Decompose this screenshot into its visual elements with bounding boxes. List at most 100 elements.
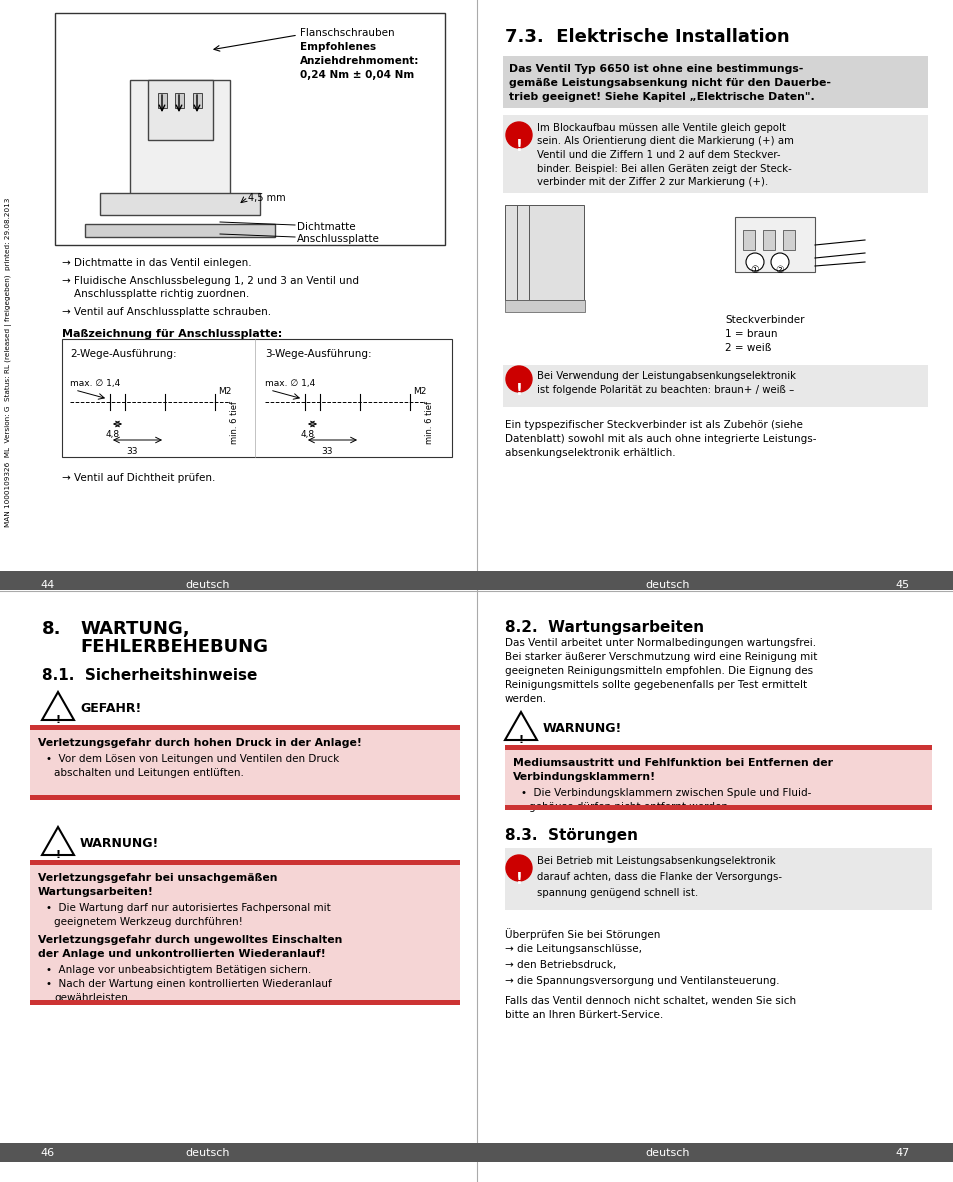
FancyBboxPatch shape <box>504 300 584 312</box>
Text: min. 6 tief: min. 6 tief <box>424 401 434 443</box>
Text: 2-Wege-Ausführung:: 2-Wege-Ausführung: <box>70 349 176 359</box>
Circle shape <box>505 366 532 392</box>
Text: HINWEIS!: HINWEIS! <box>504 56 568 69</box>
Text: ①: ① <box>750 265 759 275</box>
Text: Das Ventil Typ 6650 ist ohne eine bestimmungs-: Das Ventil Typ 6650 ist ohne eine bestim… <box>509 64 802 74</box>
FancyBboxPatch shape <box>734 217 814 272</box>
Text: 7.3.  Elektrische Installation: 7.3. Elektrische Installation <box>504 28 789 46</box>
Text: !: ! <box>515 872 522 886</box>
Text: geeigneten Reinigungsmitteln empfohlen. Die Eignung des: geeigneten Reinigungsmitteln empfohlen. … <box>504 665 812 676</box>
Text: Verbindungsklammern!: Verbindungsklammern! <box>513 772 656 782</box>
Text: 8.3.  Störungen: 8.3. Störungen <box>504 829 638 843</box>
Circle shape <box>745 253 763 271</box>
FancyBboxPatch shape <box>517 204 572 300</box>
Text: 44: 44 <box>40 580 54 590</box>
Text: 4,8: 4,8 <box>106 430 120 439</box>
Text: → Ventil auf Dichtheit prüfen.: → Ventil auf Dichtheit prüfen. <box>62 473 215 483</box>
Text: Verletzungsgefahr bei unsachgemäßen: Verletzungsgefahr bei unsachgemäßen <box>38 873 277 883</box>
Text: trieb geeignet! Siehe Kapitel „Elektrische Daten".: trieb geeignet! Siehe Kapitel „Elektrisc… <box>509 92 814 102</box>
FancyBboxPatch shape <box>30 865 459 1004</box>
Text: Maßzeichnung für Anschlussplatte:: Maßzeichnung für Anschlussplatte: <box>62 329 282 339</box>
Text: deutsch: deutsch <box>644 1148 689 1158</box>
Text: Verletzungsgefahr durch hohen Druck in der Anlage!: Verletzungsgefahr durch hohen Druck in d… <box>38 738 361 748</box>
Text: 1 = braun: 1 = braun <box>724 329 777 339</box>
Text: 45: 45 <box>894 580 908 590</box>
Text: gewährleisten.: gewährleisten. <box>54 993 132 1004</box>
FancyBboxPatch shape <box>0 571 476 590</box>
Text: Bei starker äußerer Verschmutzung wird eine Reinigung mit: Bei starker äußerer Verschmutzung wird e… <box>504 652 817 662</box>
FancyBboxPatch shape <box>148 80 213 139</box>
Text: !: ! <box>55 850 60 860</box>
Text: Ein typspezifischer Steckverbinder ist als Zubehör (siehe: Ein typspezifischer Steckverbinder ist a… <box>504 420 802 430</box>
FancyBboxPatch shape <box>30 1000 459 1005</box>
Text: •  Anlage vor unbeabsichtigtem Betätigen sichern.: • Anlage vor unbeabsichtigtem Betätigen … <box>46 965 311 975</box>
Text: Falls das Ventil dennoch nicht schaltet, wenden Sie sich: Falls das Ventil dennoch nicht schaltet,… <box>504 996 796 1006</box>
Text: •  Die Verbindungsklammern zwischen Spule und Fluid-: • Die Verbindungsklammern zwischen Spule… <box>520 788 810 798</box>
Text: •  Die Wartung darf nur autorisiertes Fachpersonal mit: • Die Wartung darf nur autorisiertes Fac… <box>46 903 331 913</box>
Text: Anschlussplatte: Anschlussplatte <box>296 234 379 243</box>
Text: 47: 47 <box>894 1148 908 1158</box>
Text: deutsch: deutsch <box>185 580 230 590</box>
FancyBboxPatch shape <box>30 725 459 730</box>
Text: → Dichtmatte in das Ventil einlegen.: → Dichtmatte in das Ventil einlegen. <box>62 258 252 268</box>
Text: → die Leitungsanschlüsse,: → die Leitungsanschlüsse, <box>504 944 641 954</box>
Text: Reinigungsmittels sollte gegebenenfalls per Test ermittelt: Reinigungsmittels sollte gegebenenfalls … <box>504 680 806 690</box>
FancyBboxPatch shape <box>502 365 927 407</box>
FancyBboxPatch shape <box>782 230 794 251</box>
Text: Anziehdrehmoment:: Anziehdrehmoment: <box>299 56 419 66</box>
Text: Verletzungsgefahr durch ungewolltes Einschalten: Verletzungsgefahr durch ungewolltes Eins… <box>38 935 342 944</box>
Text: deutsch: deutsch <box>644 580 689 590</box>
Text: ②: ② <box>775 265 783 275</box>
Text: → die Spannungsversorgung und Ventilansteuerung.: → die Spannungsversorgung und Ventilanst… <box>504 976 779 986</box>
Text: 8.2.  Wartungsarbeiten: 8.2. Wartungsarbeiten <box>504 621 703 635</box>
Circle shape <box>505 855 532 881</box>
Text: GEFAHR!: GEFAHR! <box>80 702 141 715</box>
Text: sein. Als Orientierung dient die Markierung (+) am: sein. Als Orientierung dient die Markier… <box>537 136 793 147</box>
Text: Bei Verwendung der Leistungabsenkungselektronik: Bei Verwendung der Leistungabsenkungsele… <box>537 371 795 381</box>
Text: binder. Beispiel: Bei allen Geräten zeigt der Steck-: binder. Beispiel: Bei allen Geräten zeig… <box>537 163 791 174</box>
FancyBboxPatch shape <box>742 230 754 251</box>
Text: !: ! <box>515 383 522 398</box>
Polygon shape <box>42 827 74 855</box>
Text: ist folgende Polarität zu beachten: braun+ / weiß –: ist folgende Polarität zu beachten: brau… <box>537 385 794 395</box>
FancyBboxPatch shape <box>174 93 184 108</box>
Text: darauf achten, dass die Flanke der Versorgungs-: darauf achten, dass die Flanke der Verso… <box>537 872 781 882</box>
FancyBboxPatch shape <box>504 847 931 910</box>
Text: → den Betriebsdruck,: → den Betriebsdruck, <box>504 960 616 970</box>
FancyBboxPatch shape <box>762 230 774 251</box>
Text: WARNUNG!: WARNUNG! <box>542 722 621 735</box>
Text: !: ! <box>515 139 522 154</box>
Text: 0,24 Nm ± 0,04 Nm: 0,24 Nm ± 0,04 Nm <box>299 70 414 80</box>
Text: Anschlussplatte richtig zuordnen.: Anschlussplatte richtig zuordnen. <box>74 290 249 299</box>
Text: 46: 46 <box>40 1148 54 1158</box>
FancyBboxPatch shape <box>476 1143 953 1162</box>
Text: 8.: 8. <box>42 621 61 638</box>
FancyBboxPatch shape <box>504 751 931 807</box>
FancyBboxPatch shape <box>130 80 230 195</box>
FancyBboxPatch shape <box>85 225 274 238</box>
Text: absenkungselektronik erhältlich.: absenkungselektronik erhältlich. <box>504 448 675 457</box>
Text: 3-Wege-Ausführung:: 3-Wege-Ausführung: <box>265 349 372 359</box>
FancyBboxPatch shape <box>30 730 459 798</box>
FancyBboxPatch shape <box>30 795 459 800</box>
FancyBboxPatch shape <box>502 115 927 193</box>
Text: MAN 1000109326  ML  Version: G  Status: RL (released | freigegeben)  printed: 29: MAN 1000109326 ML Version: G Status: RL … <box>6 197 12 527</box>
Circle shape <box>770 253 788 271</box>
Text: Dichtmatte: Dichtmatte <box>296 222 355 232</box>
Text: werden.: werden. <box>504 694 547 704</box>
FancyBboxPatch shape <box>193 93 202 108</box>
Text: WARNUNG!: WARNUNG! <box>80 837 159 850</box>
Text: gemäße Leistungsabsenkung nicht für den Dauerbe-: gemäße Leistungsabsenkung nicht für den … <box>509 78 830 87</box>
FancyBboxPatch shape <box>62 339 452 457</box>
Text: abschalten und Leitungen entlüften.: abschalten und Leitungen entlüften. <box>54 768 244 778</box>
Text: → Fluidische Anschlussbelegung 1, 2 und 3 an Ventil und: → Fluidische Anschlussbelegung 1, 2 und … <box>62 277 358 286</box>
Text: min. 6 tief: min. 6 tief <box>230 401 239 443</box>
FancyBboxPatch shape <box>504 805 931 810</box>
Text: Empfohlenes: Empfohlenes <box>299 43 375 52</box>
FancyBboxPatch shape <box>504 745 931 751</box>
Text: Überprüfen Sie bei Störungen: Überprüfen Sie bei Störungen <box>504 928 659 940</box>
Text: 33: 33 <box>321 447 333 456</box>
Text: !: ! <box>517 735 523 745</box>
FancyBboxPatch shape <box>529 204 583 300</box>
Text: Mediumsaustritt und Fehlfunktion bei Entfernen der: Mediumsaustritt und Fehlfunktion bei Ent… <box>513 758 832 768</box>
